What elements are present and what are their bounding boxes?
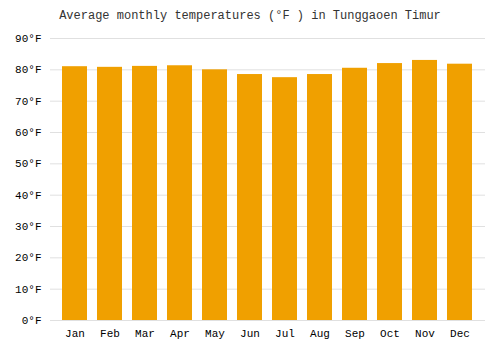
svg-text:70°F: 70°F [15, 96, 41, 108]
svg-text:Dec: Dec [450, 328, 470, 340]
svg-text:10°F: 10°F [15, 284, 41, 296]
svg-text:90°F: 90°F [15, 33, 41, 45]
svg-text:50°F: 50°F [15, 158, 41, 170]
svg-text:Nov: Nov [415, 328, 435, 340]
svg-text:Jul: Jul [275, 328, 295, 340]
svg-text:Jun: Jun [240, 328, 260, 340]
svg-text:Aug: Aug [310, 328, 330, 340]
svg-text:40°F: 40°F [15, 190, 41, 202]
svg-text:0°F: 0°F [22, 315, 42, 327]
svg-text:May: May [205, 328, 225, 340]
svg-text:30°F: 30°F [15, 221, 41, 233]
svg-text:Apr: Apr [170, 328, 190, 340]
svg-text:80°F: 80°F [15, 64, 41, 76]
svg-text:Jan: Jan [65, 328, 85, 340]
svg-text:20°F: 20°F [15, 252, 41, 264]
svg-text:60°F: 60°F [15, 127, 41, 139]
svg-text:Feb: Feb [100, 328, 120, 340]
svg-text:Oct: Oct [380, 328, 400, 340]
svg-text:Sep: Sep [345, 328, 365, 340]
svg-text:Mar: Mar [135, 328, 155, 340]
html-text:Average monthly temperatures (: Average monthly temperatures (°F ) in Tu… [59, 9, 441, 23]
